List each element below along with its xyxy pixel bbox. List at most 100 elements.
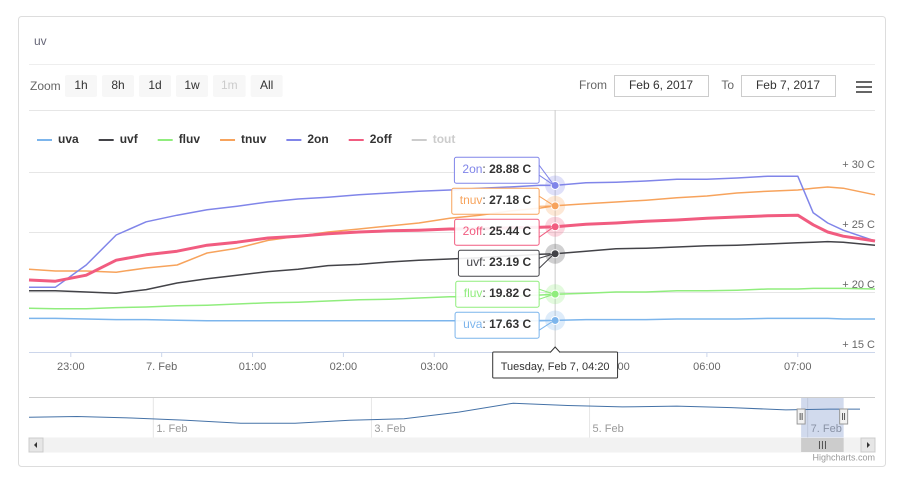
menu-bar[interactable] (856, 86, 872, 88)
tooltip-text: 2on: 28.88 C (462, 162, 531, 176)
legend-label[interactable]: uva (58, 132, 79, 146)
tooltip-box (454, 218, 540, 246)
x-tick-label: 03:00 (421, 361, 449, 373)
tooltip-item: fluv: 19.82 C (455, 280, 556, 308)
scrollbar-right-arrow (867, 442, 870, 448)
zoom-button[interactable] (102, 75, 134, 97)
to-label: To (721, 78, 734, 92)
legend-item[interactable]: fluv (157, 132, 201, 146)
tooltip-text: tnuv: 27.18 C (460, 193, 532, 207)
tooltip-item: uvf: 23.19 C (457, 249, 555, 277)
tooltip-pointer (538, 164, 555, 186)
panel (18, 16, 886, 467)
tooltip-pointer (538, 288, 556, 300)
zoom-button-label: 1m (221, 78, 238, 92)
zoom-button-label[interactable]: 1w (184, 78, 200, 92)
series-line (28, 186, 876, 273)
tooltip-value: 17.63 C (489, 317, 531, 331)
chart-title: uv (34, 34, 47, 48)
legend-item[interactable]: uvf (98, 132, 139, 146)
navigator-mask (29, 398, 801, 438)
legend-label[interactable]: fluv (179, 132, 201, 146)
y-tick-label: + 15 C (842, 339, 875, 351)
legend-item[interactable]: 2off (348, 132, 393, 146)
x-tick-label: 23:00 (57, 361, 85, 373)
x-tick-label: 01:00 (239, 361, 267, 373)
tooltip-item: 2off: 25.44 C (454, 218, 556, 246)
zoom-button-label[interactable]: All (260, 78, 273, 92)
legend-item[interactable]: uva (37, 132, 79, 146)
to-input[interactable] (741, 75, 836, 97)
y-tick-label: + 25 C (842, 219, 875, 231)
tooltip-text: 2off: 25.44 C (463, 224, 532, 238)
menu-bar[interactable] (856, 91, 872, 93)
tooltip-box (454, 311, 540, 339)
tooltip-value: 28.88 C (489, 162, 531, 176)
zoom-label: Zoom (30, 79, 61, 93)
navigator-handle-grip (842, 413, 846, 420)
navigator-handle[interactable] (796, 408, 806, 425)
tooltip-value: 25.44 C (489, 224, 531, 238)
tooltip-series-name: 2off (463, 224, 483, 238)
tooltip-text: uva: 17.63 C (463, 317, 531, 331)
tooltip-value: 27.18 C (489, 193, 531, 207)
legend-item[interactable]: tout (411, 132, 456, 146)
x-tick-label: 7. Feb (146, 361, 177, 373)
tooltip-series-name: tnuv (460, 193, 483, 207)
legend-label[interactable]: 2off (370, 132, 393, 146)
menu-bar[interactable] (856, 81, 872, 83)
tooltip-series-name: uvf (466, 255, 483, 269)
tooltip-separator: : (482, 224, 489, 238)
tooltip-box (455, 280, 540, 308)
legend-item[interactable]: 2on (286, 132, 329, 146)
legend-label[interactable]: 2on (307, 132, 328, 146)
tooltip-pointer (538, 253, 555, 269)
tooltip-value: 23.19 C (489, 255, 531, 269)
tooltip-header: Tuesday, Feb 7, 04:20 (492, 346, 619, 379)
to-value[interactable]: Feb 7, 2017 (756, 78, 820, 92)
tooltip-separator: : (482, 317, 489, 331)
legend-label[interactable]: tout (433, 132, 456, 146)
hover-marker (550, 249, 560, 259)
from-value[interactable]: Feb 6, 2017 (629, 78, 693, 92)
tooltip-header-text: Tuesday, Feb 7, 04:20 (501, 361, 610, 373)
tooltip-item: tnuv: 27.18 C (451, 187, 556, 215)
zoom-button[interactable] (65, 75, 97, 97)
credits[interactable]: Highcharts.com (812, 452, 875, 462)
tooltip-pointer (538, 226, 556, 238)
zoom-button[interactable] (176, 75, 208, 97)
legend-label[interactable]: uvf (120, 132, 139, 146)
navigator-tick-label: 5. Feb (593, 423, 624, 435)
scrollbar-grip (818, 441, 826, 449)
navigator-tick-label: 7. Feb (811, 423, 842, 435)
legend-item[interactable]: tnuv (220, 132, 267, 146)
tooltip-header-pointer (549, 346, 561, 353)
from-label: From (579, 78, 607, 92)
legend: uva uvf fluv tnuv 2on 2off tout (37, 132, 455, 146)
tooltip-pointer (538, 195, 556, 207)
legend-label[interactable]: tnuv (241, 132, 267, 146)
zoom-button-label[interactable]: 1h (74, 78, 87, 92)
tooltip-pointer (538, 319, 556, 331)
from-input[interactable] (614, 75, 709, 97)
tooltip-item: 2on: 28.88 C (453, 156, 555, 186)
navigator-tick-label: 3. Feb (374, 423, 405, 435)
navigator-handle[interactable] (839, 408, 849, 425)
tooltip-series-name: fluv (464, 286, 483, 300)
zoom-button[interactable] (250, 75, 283, 97)
menu-button[interactable] (856, 81, 872, 93)
tooltip-box (453, 156, 540, 184)
x-tick-label: 02:00 (330, 361, 358, 373)
zoom-button-label[interactable]: 1d (148, 78, 161, 92)
tooltip-separator: : (482, 162, 489, 176)
tooltip-value: 19.82 C (489, 286, 531, 300)
tooltip-separator: : (482, 286, 489, 300)
tooltip-item: uva: 17.63 C (454, 311, 556, 339)
zoom-button[interactable] (139, 75, 171, 97)
zoom-button-label[interactable]: 8h (111, 78, 124, 92)
x-tick-label: 07:00 (784, 361, 812, 373)
navigator-handle-grip (799, 413, 803, 420)
tooltip-separator: : (482, 255, 489, 269)
y-tick-label: + 30 C (842, 159, 875, 171)
tooltip-box (457, 249, 540, 277)
